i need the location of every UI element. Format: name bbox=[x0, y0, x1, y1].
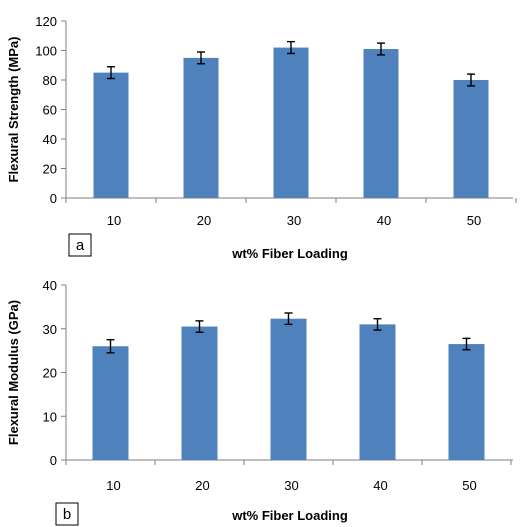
bar bbox=[270, 318, 307, 460]
bar bbox=[359, 324, 396, 460]
x-axis-title: wt% Fiber Loading bbox=[231, 508, 348, 523]
y-axis-title: Flexural Modulus (GPa) bbox=[6, 300, 21, 445]
bar bbox=[183, 57, 219, 198]
y-tick-label: 0 bbox=[50, 191, 57, 206]
y-tick-label: 80 bbox=[43, 73, 57, 88]
chart-panel-a: 0 20 40 60 80 100 120 10 20 30 40 50 wt% Fiber Loadi… bbox=[6, 14, 517, 261]
y-tick-label: 100 bbox=[35, 44, 57, 59]
x-tick-label: 10 bbox=[106, 478, 120, 493]
bar bbox=[273, 47, 309, 198]
chart-panel-b: 0 10 20 30 40 10 20 30 40 50 wt% Fiber Loading Flex… bbox=[6, 278, 513, 526]
bar bbox=[453, 80, 489, 198]
y-tick-label: 20 bbox=[43, 162, 57, 177]
panel-label: a bbox=[76, 237, 85, 254]
bar bbox=[448, 344, 485, 460]
x-tick-label: 50 bbox=[462, 478, 476, 493]
x-tick-label: 30 bbox=[284, 478, 298, 493]
bar bbox=[181, 326, 218, 460]
bar bbox=[93, 72, 129, 198]
y-tick-label: 40 bbox=[43, 132, 57, 147]
y-tick-label: 20 bbox=[43, 366, 57, 381]
panel-label-box bbox=[68, 233, 92, 257]
x-axis-title: wt% Fiber Loading bbox=[231, 246, 348, 261]
bar bbox=[363, 49, 399, 199]
x-tick-label: 50 bbox=[467, 213, 481, 228]
bar bbox=[92, 346, 129, 460]
y-tick-label: 10 bbox=[43, 409, 57, 424]
y-tick-label: 60 bbox=[43, 103, 57, 118]
y-tick-label: 120 bbox=[35, 14, 57, 29]
y-axis-title: Flexural Strength (MPa) bbox=[6, 37, 21, 183]
panel-label: b bbox=[63, 506, 71, 523]
y-tick-label: 0 bbox=[50, 453, 57, 468]
panel-label-box bbox=[55, 502, 79, 526]
x-tick-label: 40 bbox=[373, 478, 387, 493]
x-tick-label: 20 bbox=[197, 213, 211, 228]
x-tick-label: 10 bbox=[107, 213, 121, 228]
x-tick-label: 30 bbox=[287, 213, 301, 228]
x-tick-label: 40 bbox=[377, 213, 391, 228]
y-tick-label: 40 bbox=[43, 278, 57, 293]
x-tick-label: 20 bbox=[195, 478, 209, 493]
y-tick-label: 30 bbox=[43, 322, 57, 337]
